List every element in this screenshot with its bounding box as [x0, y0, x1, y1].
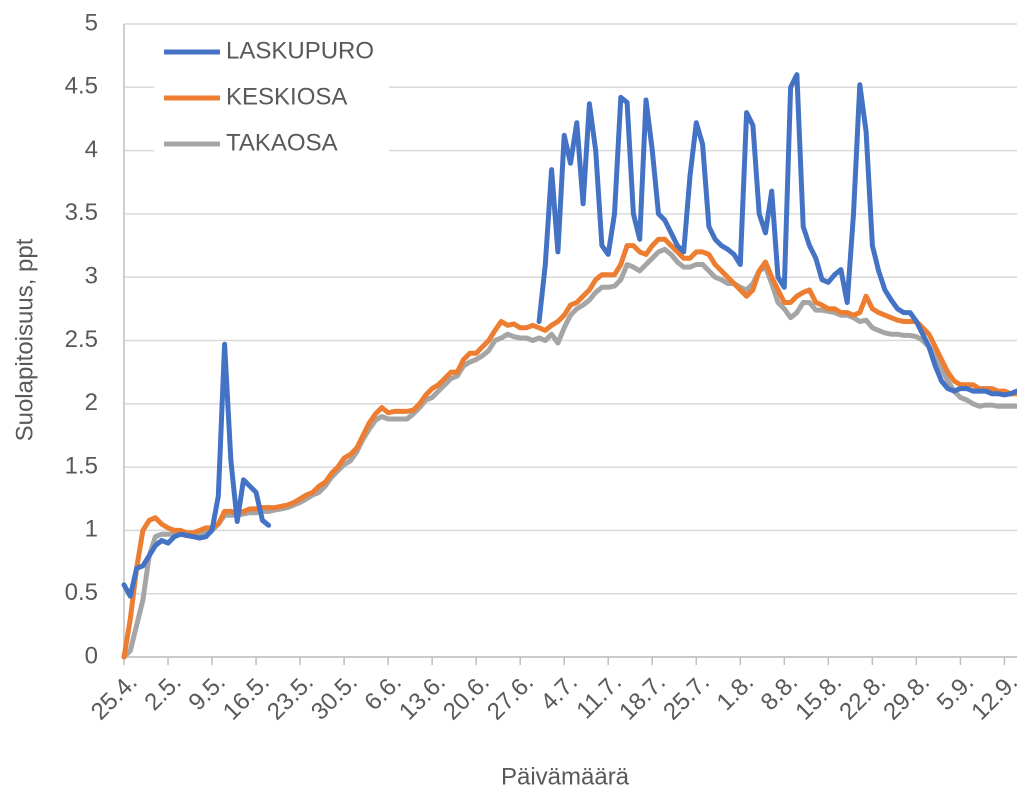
y-tick-label: 0 — [85, 642, 98, 669]
x-tick-label: 11.7. — [571, 669, 627, 725]
y-tick-label: 2.5 — [65, 326, 98, 353]
y-axis-title: Suolapitoisuus, ppt — [11, 238, 38, 441]
x-axis-title: Päivämäärä — [501, 763, 630, 790]
y-tick-label: 0.5 — [65, 579, 98, 606]
legend-label: LASKUPURO — [226, 37, 374, 64]
x-tick-label: 29.8. — [878, 669, 935, 726]
legend-label: KESKIOSA — [226, 83, 347, 110]
y-tick-label: 3.5 — [65, 199, 98, 226]
x-tick-label: 12.9. — [966, 669, 1017, 726]
y-tick-label: 4 — [85, 136, 98, 163]
x-tick-label: 25.4. — [86, 669, 143, 726]
y-tick-label: 1 — [85, 516, 98, 543]
x-tick-label: 18.7. — [614, 669, 671, 726]
y-tick-label: 2 — [85, 389, 98, 416]
x-tick-label: 23.5. — [262, 669, 319, 726]
x-tick-label: 20.6. — [438, 669, 495, 726]
series-line — [121, 72, 1017, 599]
x-tick-label: 30.5. — [306, 669, 363, 726]
y-tick-label: 3 — [85, 263, 98, 290]
series-line — [121, 236, 1017, 660]
legend-label: TAKAOSA — [226, 129, 338, 156]
x-tick-label: 15.8. — [790, 669, 847, 726]
x-tick-label: 27.6. — [482, 669, 539, 726]
x-tick-label: 25.7. — [658, 669, 715, 726]
x-tick-label: 13.6. — [394, 669, 451, 726]
series-line — [121, 246, 1017, 660]
x-tick-label: 2.5. — [139, 669, 186, 716]
y-tick-label: 1.5 — [65, 452, 98, 479]
x-tick-label: 1.8. — [712, 669, 759, 716]
y-tick-label: 4.5 — [65, 73, 98, 100]
x-tick-label: 16.5. — [218, 669, 275, 726]
y-tick-label: 5 — [85, 9, 98, 36]
x-tick-label: 22.8. — [834, 669, 891, 726]
